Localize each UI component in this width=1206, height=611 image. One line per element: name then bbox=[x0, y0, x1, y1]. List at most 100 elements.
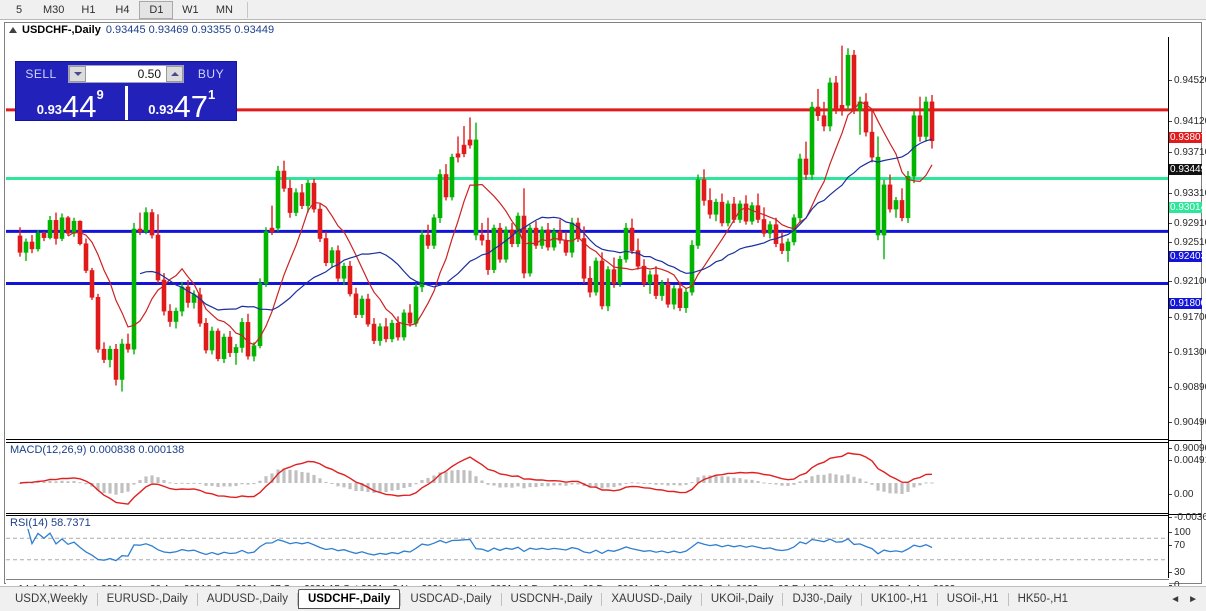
candlestick bbox=[617, 255, 623, 287]
sell-button[interactable]: 0.93 44 9 bbox=[16, 86, 125, 122]
macd-histogram-bar bbox=[498, 483, 502, 488]
one-click-trading-panel[interactable]: SELL 0.50 BUY 0.93 44 9 0.93 47 1 bbox=[15, 61, 237, 122]
chart-tab-ukoil-daily[interactable]: UKOil-,Daily bbox=[710, 593, 774, 605]
chevron-up-icon bbox=[170, 72, 179, 76]
rsi-pane[interactable]: RSI(14) 58.7371 bbox=[6, 515, 1169, 578]
candlestick bbox=[347, 260, 353, 297]
sell-label[interactable]: SELL bbox=[25, 67, 57, 81]
tab-scroll-left-icon[interactable]: ◄ bbox=[1170, 593, 1181, 605]
timeframe-d1[interactable]: D1 bbox=[139, 0, 174, 19]
chart-tab-audusd-daily[interactable]: AUDUSD-,Daily bbox=[206, 593, 288, 605]
macd-histogram-bar bbox=[120, 483, 124, 494]
macd-pane[interactable]: MACD(12,26,9) 0.000838 0.000138 bbox=[6, 442, 1169, 514]
candlestick bbox=[17, 227, 23, 257]
candlestick bbox=[521, 188, 527, 279]
candlestick bbox=[587, 266, 593, 298]
macd-histogram-bar bbox=[486, 483, 490, 485]
candlestick bbox=[41, 231, 47, 242]
tab-scroll-right-icon[interactable]: ► bbox=[1188, 593, 1198, 605]
candlestick bbox=[659, 280, 665, 301]
macd-histogram-bar bbox=[162, 480, 166, 483]
candlestick bbox=[833, 75, 839, 114]
volume-stepper[interactable]: 0.50 bbox=[68, 65, 184, 83]
chart-tab-xauusd-daily[interactable]: XAUUSD-,Daily bbox=[611, 593, 692, 605]
macd-histogram-bar bbox=[894, 483, 898, 494]
volume-increase-button[interactable] bbox=[166, 66, 183, 82]
candlestick bbox=[827, 77, 833, 132]
candlestick bbox=[887, 174, 893, 213]
macd-histogram-bar bbox=[516, 483, 520, 487]
candlestick bbox=[719, 193, 725, 227]
chart-tab-uk100-h1[interactable]: UK100-,H1 bbox=[870, 593, 928, 605]
macd-histogram-bar bbox=[906, 483, 910, 492]
macd-histogram-bar bbox=[834, 474, 838, 483]
volume-input[interactable]: 0.50 bbox=[86, 66, 166, 82]
macd-histogram-bar bbox=[54, 481, 58, 483]
macd-histogram-bar bbox=[768, 483, 772, 484]
chart-tab-usdx-weekly[interactable]: USDX,Weekly bbox=[15, 593, 88, 605]
macd-histogram-bar bbox=[786, 483, 790, 486]
candlestick bbox=[221, 333, 227, 364]
volume-decrease-button[interactable] bbox=[69, 66, 86, 82]
candlestick bbox=[683, 287, 689, 313]
macd-histogram-bar bbox=[924, 482, 928, 484]
timeframe-m30[interactable]: M30 bbox=[43, 3, 65, 16]
timeframe-5[interactable]: 5 bbox=[15, 3, 23, 16]
timeframe-h4[interactable]: H4 bbox=[115, 3, 130, 16]
candlestick bbox=[161, 273, 167, 316]
candlestick bbox=[227, 331, 233, 357]
candlestick bbox=[503, 226, 509, 263]
chart-tab-eurusd-daily[interactable]: EURUSD-,Daily bbox=[106, 593, 188, 605]
macd-histogram-bar bbox=[522, 483, 526, 489]
candlestick bbox=[431, 214, 437, 249]
candlestick bbox=[785, 238, 791, 262]
timeframe-w1[interactable]: W1 bbox=[182, 3, 199, 16]
chart-tab-usoil-h1[interactable]: USOil-,H1 bbox=[946, 593, 999, 605]
tab-scroll-controls[interactable]: ◄ ► bbox=[1170, 594, 1206, 605]
candlestick bbox=[263, 227, 269, 287]
macd-histogram-bar bbox=[216, 483, 220, 488]
candlestick bbox=[923, 96, 929, 142]
timeframe-h1[interactable]: H1 bbox=[81, 3, 96, 16]
collapse-triangle-icon[interactable] bbox=[9, 27, 17, 33]
chart-tab-usdcnh-daily[interactable]: USDCNH-,Daily bbox=[510, 593, 593, 605]
chart-tab-usdchf-daily[interactable]: USDCHF-,Daily bbox=[297, 589, 401, 609]
timeframe-mn[interactable]: MN bbox=[215, 3, 233, 16]
candlestick bbox=[725, 200, 731, 227]
chart-tab-bar[interactable]: USDX,Weekly EURUSD-,Daily AUDUSD-,Daily USD… bbox=[0, 586, 1206, 611]
candlestick bbox=[341, 262, 347, 286]
candlestick bbox=[53, 212, 59, 245]
candlestick bbox=[71, 217, 77, 237]
macd-histogram-bar bbox=[420, 479, 424, 483]
candlestick bbox=[419, 229, 425, 293]
candlestick bbox=[59, 213, 65, 242]
macd-histogram-bar bbox=[642, 483, 646, 484]
macd-histogram-bar bbox=[480, 480, 484, 483]
macd-histogram-bar bbox=[108, 483, 112, 494]
price-scale-tick: 70 bbox=[1169, 541, 1185, 551]
chart-tab-hk50-h1[interactable]: HK50-,H1 bbox=[1017, 593, 1069, 605]
price-pane[interactable] bbox=[6, 37, 1169, 440]
macd-histogram-bar bbox=[594, 483, 598, 488]
candlestick bbox=[707, 188, 713, 219]
buy-label[interactable]: BUY bbox=[197, 67, 225, 81]
candlestick bbox=[269, 205, 275, 236]
macd-histogram-bar bbox=[282, 468, 286, 483]
candlestick bbox=[47, 216, 53, 240]
candlestick bbox=[389, 319, 395, 343]
chart-tab-dj30-daily[interactable]: DJ30-,Daily bbox=[792, 593, 852, 605]
tab-separator bbox=[400, 592, 402, 606]
rsi-chart bbox=[6, 521, 1169, 562]
macd-histogram-bar bbox=[264, 476, 268, 483]
buy-button[interactable]: 0.93 47 1 bbox=[124, 86, 237, 122]
macd-histogram-bar bbox=[288, 469, 292, 483]
candlestick-chart bbox=[6, 45, 1169, 392]
candlestick bbox=[845, 48, 851, 111]
candlestick bbox=[323, 231, 329, 267]
candlestick bbox=[677, 281, 683, 312]
chart-tab-usdcad-daily[interactable]: USDCAD-,Daily bbox=[410, 593, 492, 605]
